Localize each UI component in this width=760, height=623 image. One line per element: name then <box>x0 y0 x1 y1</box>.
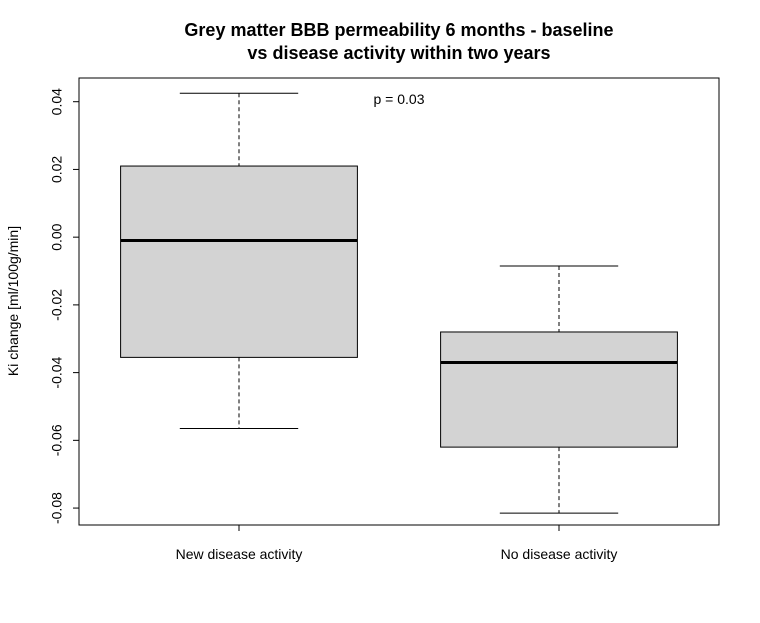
y-tick-label: 0.02 <box>49 156 65 183</box>
box-2 <box>440 265 678 514</box>
y-tick-label: -0.08 <box>49 492 65 524</box>
x-tick-label: New disease activity <box>176 546 303 562</box>
y-axis: 0.04 0.02 0.00 -0.02 -0.04 -0.06 -0.08 <box>49 88 79 524</box>
plot-frame <box>78 77 720 526</box>
x-axis: New disease activity No disease activity <box>176 525 618 562</box>
p-value-annotation: p = 0.03 <box>374 91 425 107</box>
y-tick-label: -0.02 <box>49 289 65 321</box>
iqr-box <box>440 331 678 448</box>
y-tick-label: 0.04 <box>49 88 65 115</box>
iqr-box <box>120 165 358 358</box>
y-tick-label: 0.00 <box>49 223 65 250</box>
chart-title-line-2: vs disease activity within two years <box>247 43 550 63</box>
box-1 <box>120 92 358 429</box>
x-tick-label: No disease activity <box>501 546 618 562</box>
y-tick-label: -0.04 <box>49 356 65 388</box>
y-tick-label: -0.06 <box>49 424 65 456</box>
y-axis-label: Ki change [ml/100g/min] <box>5 226 21 376</box>
box-group <box>120 92 678 514</box>
chart-title-line-1: Grey matter BBB permeability 6 months - … <box>184 20 613 40</box>
